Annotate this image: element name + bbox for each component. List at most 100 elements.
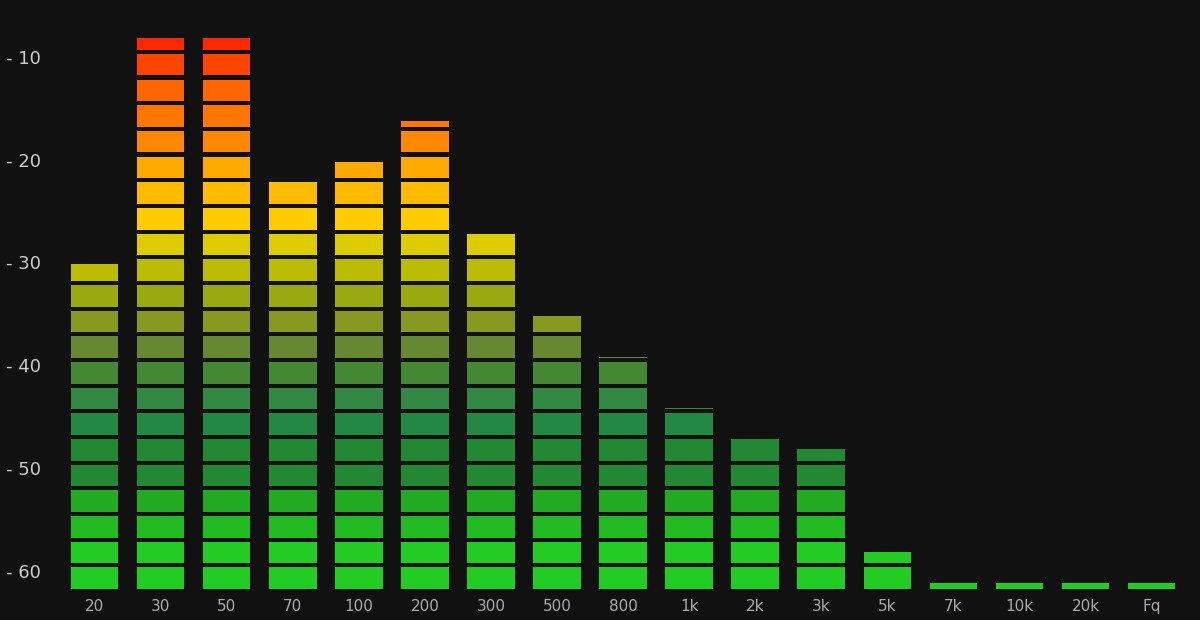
Bar [137, 157, 185, 178]
Bar [203, 542, 251, 564]
Bar [137, 362, 185, 384]
Bar [401, 311, 449, 332]
Bar [269, 388, 317, 409]
Bar [137, 311, 185, 332]
Bar [731, 490, 779, 512]
Bar [665, 465, 713, 486]
Bar [203, 439, 251, 461]
Bar [533, 388, 581, 409]
Bar [137, 490, 185, 512]
Bar [137, 388, 185, 409]
Bar [665, 516, 713, 538]
Bar [203, 131, 251, 153]
Bar [137, 285, 185, 306]
Bar [533, 316, 581, 332]
Bar [401, 285, 449, 306]
Bar [71, 516, 119, 538]
Bar [269, 208, 317, 229]
Bar [401, 121, 449, 126]
Bar [137, 542, 185, 564]
Bar [401, 388, 449, 409]
Bar [71, 362, 119, 384]
Bar [137, 567, 185, 589]
Bar [599, 414, 647, 435]
Bar [401, 362, 449, 384]
Bar [137, 414, 185, 435]
Bar [335, 516, 383, 538]
Bar [203, 388, 251, 409]
Bar [203, 336, 251, 358]
Bar [137, 105, 185, 126]
Bar [401, 542, 449, 564]
Bar [996, 583, 1043, 589]
Bar [599, 542, 647, 564]
Bar [401, 414, 449, 435]
Bar [1062, 583, 1109, 589]
Bar [203, 311, 251, 332]
Bar [401, 516, 449, 538]
Bar [269, 414, 317, 435]
Bar [137, 336, 185, 358]
Bar [335, 259, 383, 281]
Bar [137, 79, 185, 101]
Bar [71, 336, 119, 358]
Bar [467, 336, 515, 358]
Bar [335, 439, 383, 461]
Bar [401, 259, 449, 281]
Bar [203, 234, 251, 255]
Bar [1128, 583, 1175, 589]
Bar [269, 234, 317, 255]
Bar [137, 439, 185, 461]
Bar [203, 414, 251, 435]
Bar [203, 567, 251, 589]
Bar [467, 465, 515, 486]
Bar [599, 465, 647, 486]
Bar [137, 54, 185, 76]
Bar [269, 182, 317, 204]
Bar [269, 465, 317, 486]
Bar [533, 516, 581, 538]
Bar [203, 516, 251, 538]
Bar [467, 388, 515, 409]
Bar [533, 542, 581, 564]
Bar [335, 162, 383, 178]
Bar [665, 414, 713, 435]
Bar [798, 450, 845, 461]
Bar [269, 567, 317, 589]
Bar [71, 439, 119, 461]
Bar [335, 336, 383, 358]
Bar [533, 465, 581, 486]
Bar [599, 439, 647, 461]
Bar [798, 567, 845, 589]
Bar [335, 388, 383, 409]
Bar [269, 285, 317, 306]
Bar [335, 414, 383, 435]
Bar [269, 439, 317, 461]
Bar [467, 439, 515, 461]
Bar [533, 439, 581, 461]
Bar [137, 38, 185, 50]
Bar [533, 414, 581, 435]
Bar [665, 567, 713, 589]
Bar [467, 490, 515, 512]
Bar [269, 516, 317, 538]
Bar [467, 259, 515, 281]
Bar [335, 465, 383, 486]
Bar [798, 542, 845, 564]
Bar [401, 157, 449, 178]
Bar [335, 567, 383, 589]
Bar [137, 182, 185, 204]
Bar [203, 38, 251, 50]
Bar [203, 79, 251, 101]
Bar [599, 490, 647, 512]
Bar [665, 490, 713, 512]
Bar [269, 490, 317, 512]
Bar [731, 542, 779, 564]
Bar [864, 552, 911, 564]
Bar [203, 157, 251, 178]
Bar [269, 336, 317, 358]
Bar [599, 357, 647, 358]
Bar [401, 234, 449, 255]
Bar [203, 259, 251, 281]
Bar [401, 182, 449, 204]
